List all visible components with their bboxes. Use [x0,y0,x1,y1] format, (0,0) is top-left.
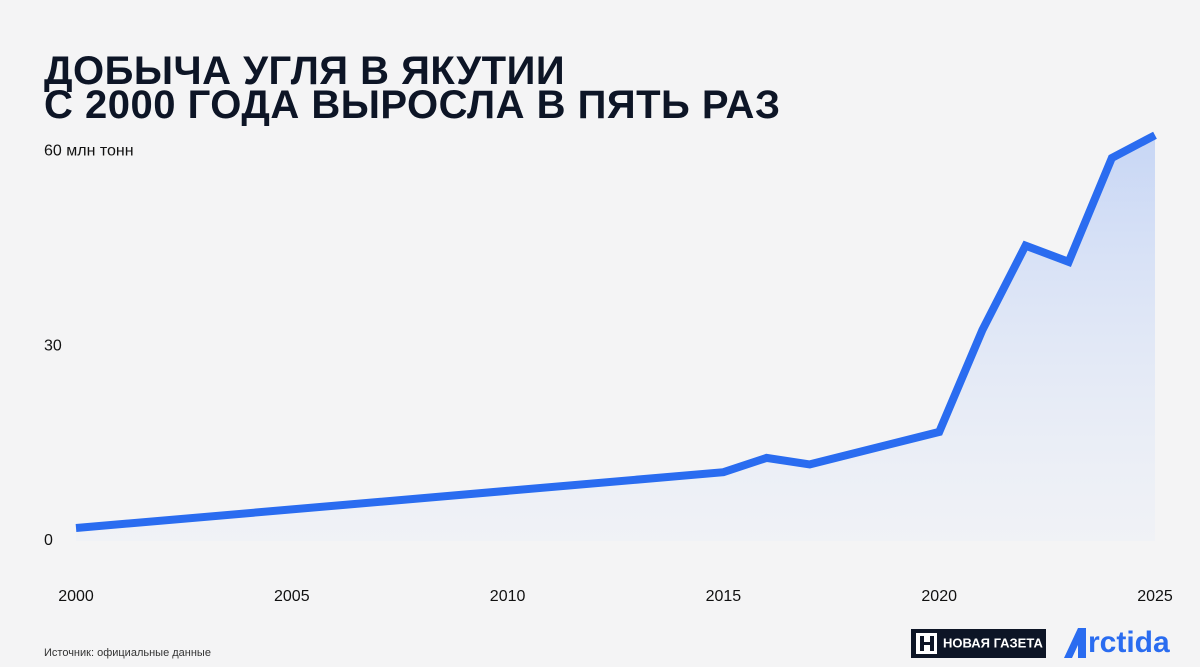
chart-title: ДОБЫЧА УГЛЯ В ЯКУТИИ [44,49,565,93]
logo-icon-letter [920,636,934,651]
logo-novaya-gazeta: НОВАЯ ГАЗЕТА [911,629,1046,658]
x-tick-label: 2005 [274,588,310,605]
logo-a [1064,628,1086,658]
y-tick-label: 0 [44,532,53,549]
source-note: Источник: официальные данные [44,647,211,659]
x-tick-label: 2025 [1137,588,1173,605]
logo-arctida: rctida [1064,626,1170,659]
area [76,135,1155,541]
x-tick-label: 2010 [490,588,526,605]
y-tick-label: 60 млн тонн [44,143,134,160]
y-tick-label: 30 [44,337,62,354]
line [75,131,1157,533]
x-tick-label: 2020 [921,588,957,605]
chart-title: С 2000 ГОДА ВЫРОСЛА В ПЯТЬ РАЗ [44,83,781,127]
logo-text: rctida [1088,626,1170,659]
logo-text: НОВАЯ ГАЗЕТА [943,635,1043,650]
x-tick-label: 2000 [58,588,94,605]
x-tick-label: 2015 [706,588,742,605]
